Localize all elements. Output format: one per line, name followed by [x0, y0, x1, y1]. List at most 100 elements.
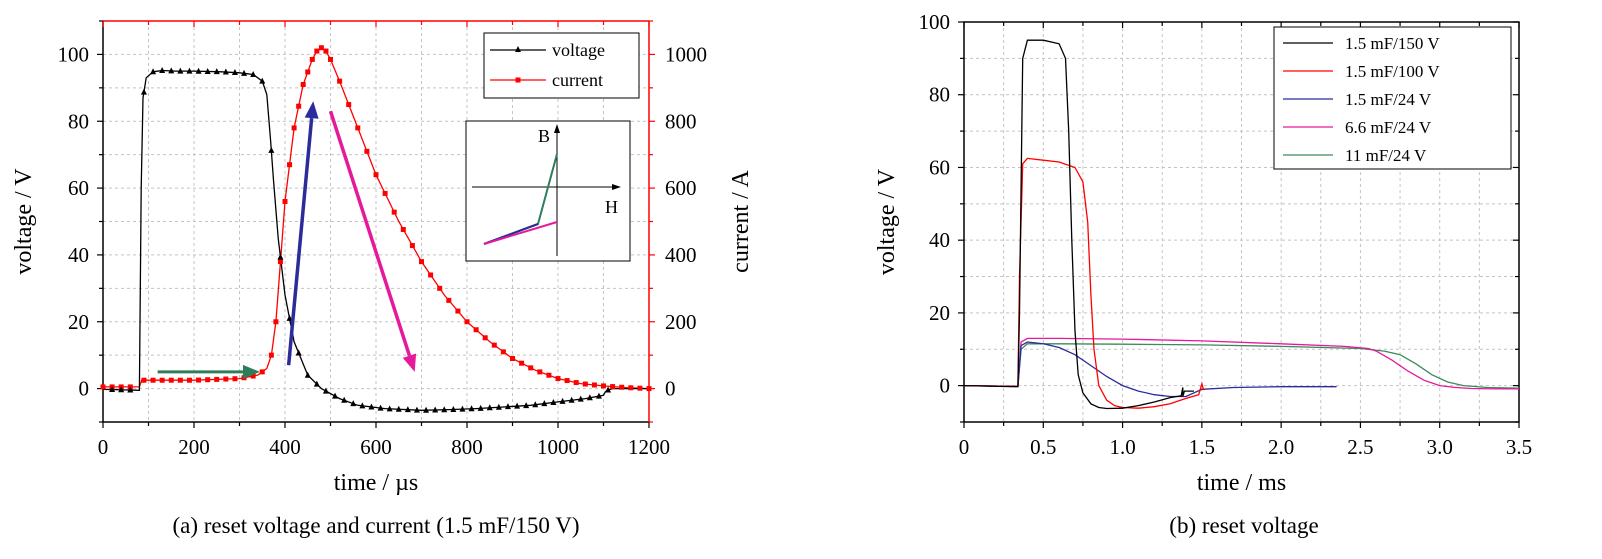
voltage-marker — [541, 400, 548, 407]
current-marker — [159, 377, 165, 383]
voltage-marker — [550, 399, 557, 406]
voltage-marker — [313, 380, 320, 387]
current-marker — [619, 384, 625, 390]
inset-b-arrowhead — [554, 124, 560, 133]
current-marker — [277, 259, 283, 265]
y-tick-label: 100 — [58, 42, 90, 66]
current-marker — [628, 385, 634, 391]
y2-tick-label: 800 — [665, 109, 697, 133]
voltage-marker — [150, 68, 157, 75]
voltage-marker — [332, 392, 339, 399]
y2-tick-label: 1000 — [665, 42, 707, 66]
y-axis-label: voltage / V — [874, 168, 900, 275]
voltage-marker — [250, 70, 257, 77]
voltage-marker — [595, 392, 602, 399]
voltage-marker — [286, 314, 293, 321]
rest-arrow-head — [242, 364, 260, 379]
voltage-marker — [186, 67, 193, 74]
y2-axis-label: current / A — [728, 170, 754, 273]
x-tick-label: 1.5 — [1189, 435, 1215, 459]
voltage-marker — [241, 69, 248, 76]
current-marker — [282, 198, 288, 204]
x-tick-label: 0.5 — [1030, 435, 1056, 459]
current-marker — [305, 69, 311, 75]
current-marker — [473, 327, 479, 333]
current-marker — [287, 162, 293, 168]
current-marker — [323, 48, 329, 54]
x-tick-label: 3.5 — [1506, 435, 1532, 459]
fall-arrow-head — [402, 353, 417, 372]
current-marker — [196, 377, 202, 383]
legend-voltage-marker — [515, 46, 521, 52]
inset-h-label: H — [605, 197, 618, 217]
voltage-marker — [586, 394, 593, 401]
voltage-marker — [423, 406, 430, 413]
voltage-marker — [213, 68, 220, 75]
y-axis-label: voltage / V — [11, 168, 37, 275]
legend-label-3: 6.6 mF/24 V — [1345, 118, 1432, 137]
voltage-marker — [577, 395, 584, 402]
voltage-marker — [304, 371, 311, 378]
voltage-marker — [386, 405, 393, 412]
y-tick-label: 60 — [929, 155, 950, 179]
legend-voltage-label: voltage — [552, 40, 605, 60]
y-tick-label: 100 — [919, 10, 951, 34]
current-marker — [528, 365, 534, 371]
current-marker — [491, 342, 497, 348]
current-marker — [314, 48, 320, 54]
voltage-marker — [495, 403, 502, 410]
x-tick-label: 200 — [178, 435, 210, 459]
current-marker — [337, 78, 343, 84]
x-tick-label: 2.5 — [1347, 435, 1373, 459]
current-marker — [637, 385, 643, 391]
voltage-marker — [277, 253, 284, 260]
voltage-marker — [259, 77, 266, 84]
current-marker — [646, 386, 652, 392]
x-tick-label: 0 — [98, 435, 109, 459]
current-marker — [428, 272, 434, 278]
legend-label-4: 11 mF/24 V — [1345, 146, 1427, 165]
x-axis-label: time / ms — [1197, 470, 1286, 496]
current-marker — [482, 335, 488, 341]
current-marker — [177, 377, 183, 383]
rise-arrow-shaft — [286, 117, 314, 366]
series-line-1 — [963, 157, 1205, 409]
inset-magenta-curve — [483, 221, 558, 245]
legend-box — [483, 32, 640, 99]
x-axis-label: time / µs — [334, 470, 419, 496]
voltage-marker — [559, 397, 566, 404]
inset-b-label: B — [538, 126, 550, 146]
current-marker — [601, 383, 606, 389]
current-marker — [150, 377, 156, 383]
y-tick-label: 0 — [79, 377, 90, 401]
current-marker — [296, 103, 302, 109]
current-marker — [537, 369, 543, 375]
voltage-marker — [504, 403, 511, 410]
current-marker — [400, 227, 406, 233]
x-tick-label: 0 — [959, 435, 970, 459]
current-marker — [373, 172, 379, 178]
y2-tick-label: 0 — [665, 377, 676, 401]
voltage-marker — [395, 405, 402, 412]
current-marker — [318, 45, 324, 51]
current-marker — [591, 382, 597, 388]
current-marker — [259, 369, 265, 375]
voltage-marker — [159, 66, 166, 73]
voltage-marker — [404, 406, 411, 413]
current-marker — [382, 190, 388, 196]
current-marker — [437, 285, 443, 291]
y2-tick-label: 200 — [665, 310, 697, 334]
x-tick-label: 800 — [451, 435, 483, 459]
current-marker — [455, 308, 461, 314]
voltage-marker — [605, 386, 612, 393]
y-tick-label: 40 — [929, 228, 950, 252]
y-tick-label: 80 — [68, 109, 89, 133]
current-marker — [355, 125, 361, 131]
current-marker — [250, 373, 256, 379]
voltage-marker — [568, 396, 575, 403]
voltage-marker — [204, 67, 211, 74]
current-marker — [214, 376, 220, 382]
current-marker — [564, 378, 570, 384]
y2-tick-label: 400 — [665, 243, 697, 267]
